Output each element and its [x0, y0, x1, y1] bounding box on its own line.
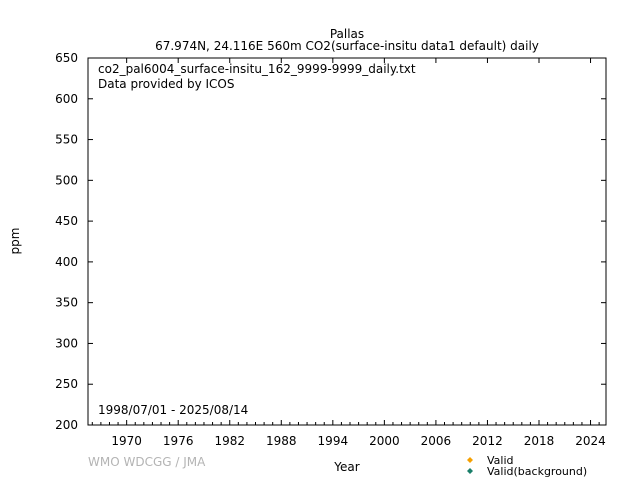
y-tick-label: 550	[55, 133, 78, 147]
y-tick-label: 650	[55, 51, 78, 65]
x-tick-label: 2000	[369, 434, 400, 448]
date-range-annotation: 1998/07/01 - 2025/08/14	[98, 403, 248, 417]
chart-title-details: 67.974N, 24.116E 560m CO2(surface-insitu…	[155, 39, 539, 53]
filename-annotation: co2_pal6004_surface-insitu_162_9999-9999…	[98, 62, 416, 76]
x-tick-label: 1994	[318, 434, 349, 448]
legend-label-background: Valid(background)	[487, 465, 587, 478]
y-tick-label: 400	[55, 255, 78, 269]
x-tick-label: 2006	[421, 434, 452, 448]
y-axis-label: ppm	[8, 228, 22, 255]
y-tick-label: 600	[55, 92, 78, 106]
x-tick-label: 1970	[111, 434, 142, 448]
x-tick-label: 2018	[524, 434, 555, 448]
y-tick-label: 250	[55, 377, 78, 391]
x-tick-label: 1982	[214, 434, 245, 448]
y-tick-label: 500	[55, 173, 78, 187]
y-tick-label: 350	[55, 296, 78, 310]
y-tick-label: 450	[55, 214, 78, 228]
x-tick-label: 2012	[472, 434, 503, 448]
x-tick-label: 1976	[163, 434, 194, 448]
x-axis-label: Year	[333, 460, 359, 474]
credit-text: WMO WDCGG / JMA	[88, 455, 206, 469]
x-tick-label: 1988	[266, 434, 297, 448]
y-tick-label: 300	[55, 336, 78, 350]
x-tick-label: 2024	[575, 434, 606, 448]
provider-annotation: Data provided by ICOS	[98, 77, 234, 91]
y-tick-label: 200	[55, 418, 78, 432]
